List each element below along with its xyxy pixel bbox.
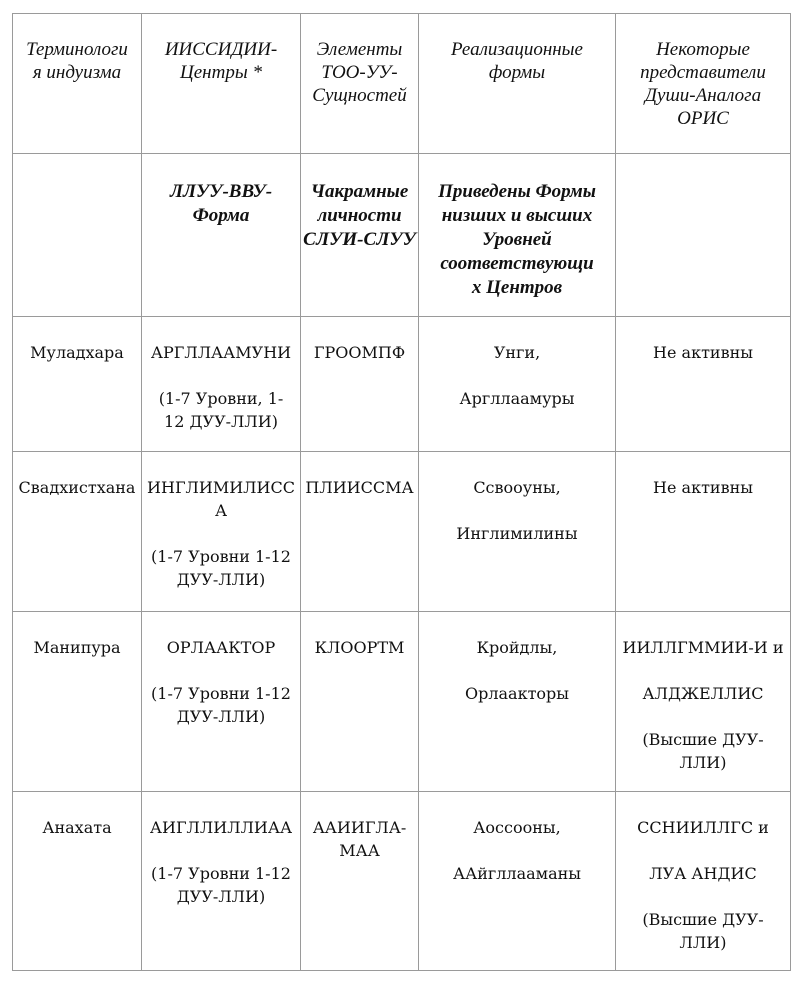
header-cell: Реализационные формы (418, 13, 616, 154)
table-cell: ПЛИИССМА (300, 451, 419, 612)
subheader-cell: Приведены Формы низших и высших Уровней … (418, 153, 616, 317)
table-cell: Анахата (12, 791, 142, 971)
table-cell: Манипура (12, 611, 142, 792)
header-row: Терминологи я индуизма ИИССИДИИ- Центры … (12, 13, 791, 154)
table-row: Манипура ОРЛААКТОР (1-7 Уровни 1-12 ДУУ-… (12, 611, 791, 792)
table-cell: Свадхистхана (12, 451, 142, 612)
subheader-cell: Чакрамные личности СЛУИ-СЛУУ (300, 153, 419, 317)
header-cell: ИИССИДИИ- Центры * (141, 13, 301, 154)
table-row: Муладхара АРГЛЛААМУНИ (1-7 Уровни, 1- 12… (12, 316, 791, 452)
table-cell: Кройдлы, Орлаакторы (418, 611, 616, 792)
table-cell: КЛООРТМ (300, 611, 419, 792)
table-cell: Ссвооуны, Инглимилины (418, 451, 616, 612)
table-cell: Унги, Аргллаамуры (418, 316, 616, 452)
table-cell: Аоссооны, ААйгллааманы (418, 791, 616, 971)
table-cell: ССНИИЛЛГС и ЛУА АНДИС (Высшие ДУУ- ЛЛИ) (615, 791, 791, 971)
table-cell: АРГЛЛААМУНИ (1-7 Уровни, 1- 12 ДУУ-ЛЛИ) (141, 316, 301, 452)
subheader-cell: ЛЛУУ-ВВУ- Форма (141, 153, 301, 317)
table-cell: Не активны (615, 451, 791, 612)
table-cell: ААИИГЛА- МАА (300, 791, 419, 971)
subheader-cell (12, 153, 142, 317)
header-cell: Элементы ТОО-УУ- Сущностей (300, 13, 419, 154)
table-cell: ИНГЛИМИЛИСС А (1-7 Уровни 1-12 ДУУ-ЛЛИ) (141, 451, 301, 612)
table-cell: ГРООМПФ (300, 316, 419, 452)
table-cell: Муладхара (12, 316, 142, 452)
table-row: Анахата АИГЛЛИЛЛИАА (1-7 Уровни 1-12 ДУУ… (12, 791, 791, 971)
header-cell: Терминологи я индуизма (12, 13, 142, 154)
table-cell: ИИЛЛГММИИ-И и АЛДЖЕЛЛИС (Высшие ДУУ- ЛЛИ… (615, 611, 791, 792)
table-row: Свадхистхана ИНГЛИМИЛИСС А (1-7 Уровни 1… (12, 451, 791, 612)
subheader-cell (615, 153, 791, 317)
header-cell: Некоторые представители Души-Аналога ОРИ… (615, 13, 791, 154)
subheader-row: ЛЛУУ-ВВУ- Форма Чакрамные личности СЛУИ-… (12, 153, 791, 317)
chakra-table: Терминологи я индуизма ИИССИДИИ- Центры … (12, 13, 791, 971)
table-cell: АИГЛЛИЛЛИАА (1-7 Уровни 1-12 ДУУ-ЛЛИ) (141, 791, 301, 971)
table-cell: ОРЛААКТОР (1-7 Уровни 1-12 ДУУ-ЛЛИ) (141, 611, 301, 792)
table-cell: Не активны (615, 316, 791, 452)
